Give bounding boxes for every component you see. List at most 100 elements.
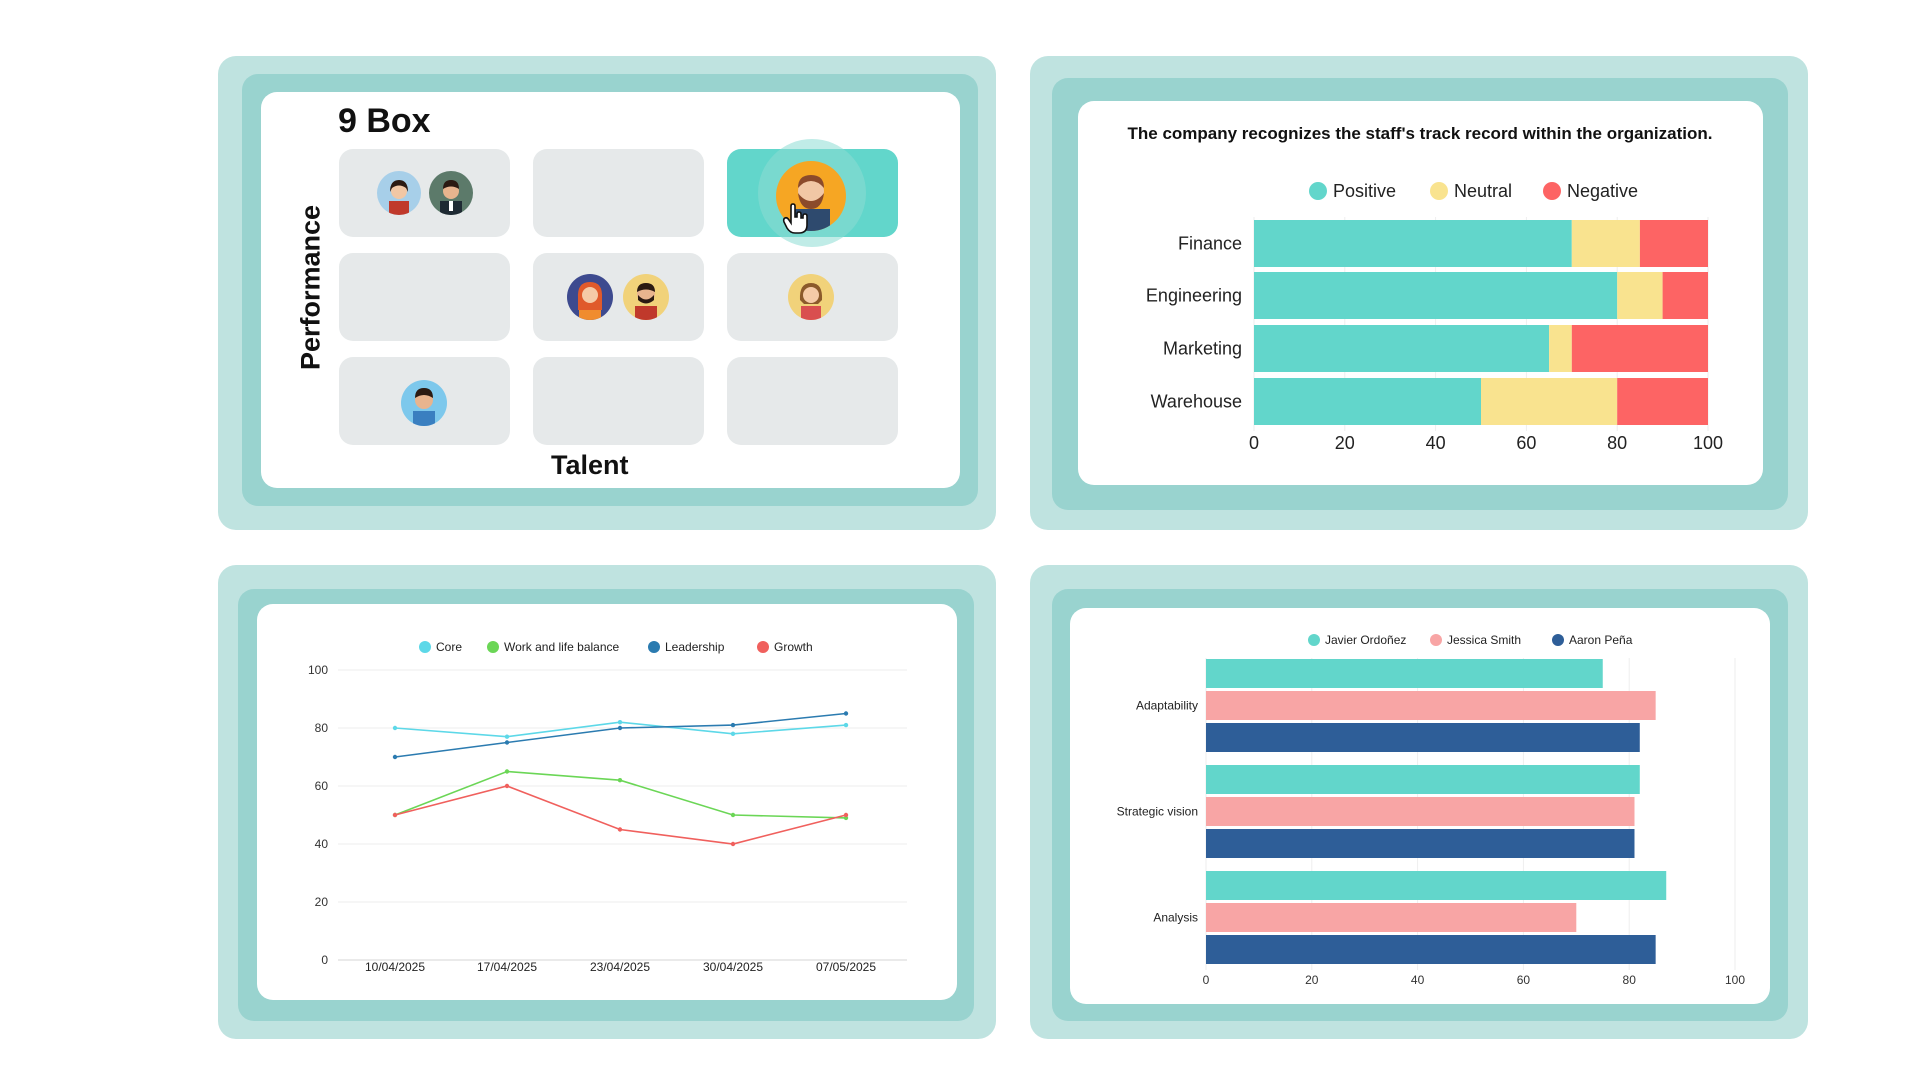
category-label-marketing: Marketing: [1163, 339, 1242, 359]
data-point: [617, 725, 623, 731]
category-label: Strategic vision: [1117, 805, 1198, 819]
nine-box-cell-low-low[interactable]: [339, 357, 510, 445]
bar-analysis-0: [1206, 871, 1667, 900]
data-point: [504, 769, 510, 774]
nine-box-cell-low-mid[interactable]: [533, 357, 704, 445]
data-point: [843, 711, 849, 716]
data-point: [730, 812, 736, 818]
hand-cursor-icon: [781, 203, 811, 240]
category-label-warehouse: Warehouse: [1151, 392, 1242, 412]
bar-adaptability-0: [1206, 659, 1603, 688]
nine-box-cell-high-high[interactable]: [727, 139, 898, 247]
bar-analysis-1: [1206, 903, 1577, 932]
category-label-finance: Finance: [1178, 234, 1242, 254]
data-point: [392, 754, 398, 760]
data-point: [730, 722, 736, 728]
bar-adaptability-2: [1206, 723, 1640, 752]
legend-label-neutral: Neutral: [1454, 181, 1512, 201]
employee-avatar-woman-blonde-icon[interactable]: [788, 274, 834, 320]
legend-marker-growth: [757, 641, 769, 653]
nine-box-panel: 9 Box Performance Talent: [218, 56, 996, 530]
data-point: [392, 812, 398, 818]
series-line-leadership: [394, 712, 847, 758]
data-point: [617, 720, 623, 725]
nine-box-card: 9 Box Performance Talent: [261, 92, 960, 488]
legend-marker-work-and-life-balance: [487, 641, 499, 653]
employee-avatar-redhead-woman-icon[interactable]: [567, 274, 613, 320]
data-point: [843, 812, 849, 818]
employee-avatar-young-man-icon[interactable]: [401, 380, 447, 426]
data-point: [392, 725, 398, 731]
bar-marketing-neutral: [1549, 325, 1572, 372]
talent-axis-label: Talent: [551, 450, 629, 480]
data-point: [730, 841, 736, 847]
x-tick-label: 80: [1623, 973, 1637, 987]
x-tick-label: 40: [1426, 433, 1446, 453]
bar-finance-positive: [1254, 220, 1572, 267]
y-tick-label: 20: [315, 895, 329, 909]
legend-marker-positive: [1309, 182, 1327, 200]
sentiment-frame: The company recognizes the staff's track…: [1052, 78, 1788, 510]
legend-label: Javier Ordoñez: [1325, 633, 1406, 647]
sentiment-card: The company recognizes the staff's track…: [1078, 101, 1763, 485]
employee-avatar-man-suit-icon[interactable]: [429, 171, 473, 215]
legend-label-negative: Negative: [1567, 181, 1638, 201]
x-tick-label: 07/05/2025: [816, 960, 876, 974]
legend-label: Core: [436, 640, 462, 654]
trend-line-chart: Core Work and life balance Leadership Growt…: [308, 640, 907, 974]
legend-label-positive: Positive: [1333, 181, 1396, 201]
x-tick-label: 20: [1335, 433, 1355, 453]
y-tick-label: 0: [321, 953, 328, 967]
nine-box-cell-high-mid[interactable]: [533, 149, 704, 237]
category-label: Analysis: [1153, 911, 1198, 925]
legend-label: Aaron Peña: [1569, 633, 1633, 647]
y-tick-label: 100: [308, 663, 328, 677]
series-line-growth: [394, 785, 847, 845]
skills-grouped-bar-chart: Javier Ordoñez Jessica Smith Aaron Peña Ad…: [1117, 633, 1746, 987]
data-point: [504, 740, 510, 745]
sentiment-panel: The company recognizes the staff's track…: [1030, 56, 1808, 530]
x-tick-label: 100: [1693, 433, 1723, 453]
bar-marketing-negative: [1571, 325, 1708, 372]
nine-box-cell-mid-high[interactable]: [727, 253, 898, 341]
performance-axis-label: Performance: [295, 204, 326, 371]
legend-marker: [1430, 634, 1442, 646]
sentiment-chart-title: The company recognizes the staff's track…: [1128, 124, 1713, 143]
bar-strategic-vision-2: [1206, 829, 1635, 858]
bar-finance-negative: [1639, 220, 1708, 267]
legend-label: Work and life balance: [504, 640, 620, 654]
x-tick-label: 20: [1305, 973, 1319, 987]
legend-marker-leadership: [648, 641, 660, 653]
bar-adaptability-1: [1206, 691, 1656, 720]
nine-box-cell-mid-low[interactable]: [339, 253, 510, 341]
x-tick-label: 60: [1517, 973, 1531, 987]
y-tick-label: 60: [315, 779, 329, 793]
bar-warehouse-neutral: [1481, 378, 1618, 425]
data-point: [843, 722, 849, 728]
sentiment-chart: The company recognizes the staff's track…: [1128, 124, 1724, 453]
nine-box-frame: 9 Box Performance Talent: [242, 74, 978, 506]
x-tick-label: 40: [1411, 973, 1425, 987]
bar-warehouse-negative: [1617, 378, 1708, 425]
x-tick-label: 60: [1516, 433, 1536, 453]
y-tick-label: 80: [315, 721, 329, 735]
bar-engineering-neutral: [1617, 272, 1663, 319]
employee-avatar-mustache-man-icon[interactable]: [623, 274, 669, 320]
bar-marketing-positive: [1254, 325, 1550, 372]
x-tick-label: 23/04/2025: [590, 960, 650, 974]
nine-box-cell-mid-mid[interactable]: [533, 253, 704, 341]
data-point: [504, 734, 510, 739]
skills-frame: Javier Ordoñez Jessica Smith Aaron Peña Ad…: [1052, 589, 1788, 1021]
bar-strategic-vision-1: [1206, 797, 1635, 826]
legend-marker: [1308, 634, 1320, 646]
bar-finance-neutral: [1571, 220, 1640, 267]
x-tick-label: 10/04/2025: [365, 960, 425, 974]
x-tick-label: 30/04/2025: [703, 960, 763, 974]
x-tick-label: 100: [1725, 973, 1745, 987]
trend-card: Core Work and life balance Leadership Growt…: [257, 604, 957, 1000]
employee-avatar-woman-icon[interactable]: [377, 171, 421, 215]
x-tick-label: 0: [1249, 433, 1259, 453]
nine-box-cell-low-high[interactable]: [727, 357, 898, 445]
nine-box-cell-high-low[interactable]: [339, 149, 510, 237]
skills-card: Javier Ordoñez Jessica Smith Aaron Peña Ad…: [1070, 608, 1770, 1004]
